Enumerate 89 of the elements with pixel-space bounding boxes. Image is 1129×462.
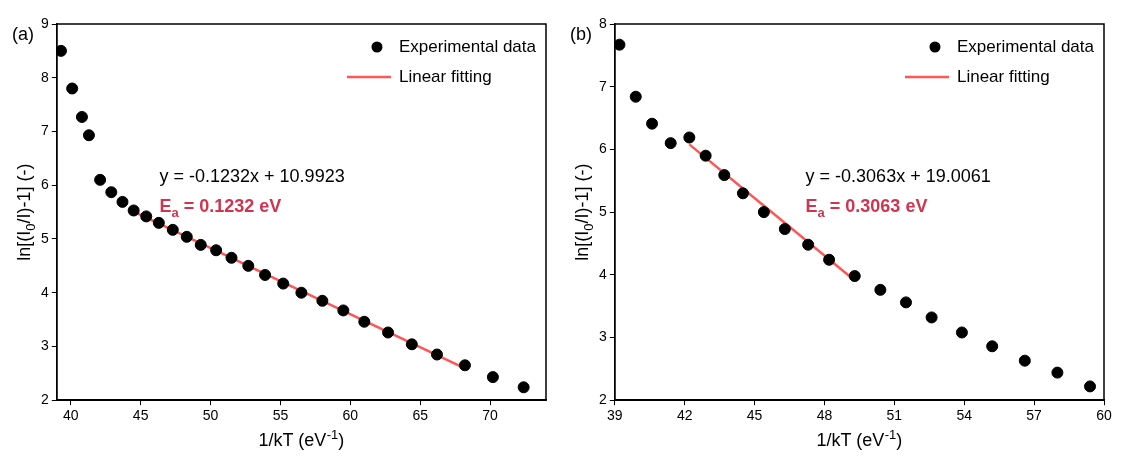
point xyxy=(316,294,329,307)
point xyxy=(986,340,999,353)
y-axis-title: ln[(I0/I)-1] (-) xyxy=(14,163,38,261)
y-tick-label: 5 xyxy=(598,202,607,219)
y-tick-label: 6 xyxy=(598,140,607,157)
y-tick-label: 2 xyxy=(40,391,49,408)
x-tick-label: 65 xyxy=(412,407,429,424)
x-tick-label: 40 xyxy=(62,407,79,424)
point xyxy=(405,338,418,351)
point xyxy=(127,204,140,217)
point xyxy=(382,326,395,339)
point xyxy=(225,251,238,264)
point xyxy=(874,283,887,296)
point xyxy=(180,230,193,243)
y-tick-label: 6 xyxy=(40,176,49,193)
point xyxy=(757,206,770,219)
point xyxy=(259,268,272,281)
y-tick-label: 4 xyxy=(40,283,49,300)
point xyxy=(56,44,67,57)
point xyxy=(358,315,371,328)
point xyxy=(683,131,696,144)
x-tick-label: 55 xyxy=(272,407,289,424)
x-tick-label: 39 xyxy=(607,407,623,424)
point xyxy=(105,186,118,199)
y-tick-label: 7 xyxy=(598,77,607,94)
y-axis-title: ln[(I0/I)-1] (-) xyxy=(572,163,596,261)
point xyxy=(210,244,223,257)
point xyxy=(1051,366,1064,379)
point xyxy=(458,359,471,372)
point xyxy=(277,277,290,290)
point xyxy=(430,348,443,361)
y-tick-label: 4 xyxy=(598,265,607,282)
x-tick-label: 60 xyxy=(342,407,359,424)
x-tick-label: 50 xyxy=(202,407,219,424)
point xyxy=(614,38,626,51)
y-tick-label: 3 xyxy=(598,328,607,345)
y-tick-label: 3 xyxy=(40,337,49,354)
point xyxy=(699,149,712,162)
point xyxy=(116,195,129,208)
point xyxy=(664,137,677,150)
x-tick-label: 45 xyxy=(746,407,763,424)
annotation: y = -0.1232x + 10.9923 xyxy=(159,166,345,186)
point xyxy=(152,216,165,229)
point xyxy=(646,117,659,130)
point xyxy=(718,169,731,182)
point xyxy=(66,82,79,95)
point xyxy=(194,238,207,251)
point xyxy=(242,259,255,272)
x-tick-label: 48 xyxy=(816,407,833,424)
x-tick-label: 51 xyxy=(886,407,903,424)
legend-label: Experimental data xyxy=(398,36,537,56)
point xyxy=(955,326,968,339)
point xyxy=(295,286,308,299)
x-tick-label: 60 xyxy=(1096,407,1112,424)
point xyxy=(140,210,153,223)
point xyxy=(629,90,642,103)
point xyxy=(82,129,95,142)
point xyxy=(517,381,530,394)
x-tick-label: 42 xyxy=(676,407,693,424)
x-tick-label: 45 xyxy=(132,407,149,424)
y-tick-label: 9 xyxy=(40,14,49,31)
point xyxy=(848,270,861,283)
legend-label: Linear fitting xyxy=(398,66,492,86)
point xyxy=(1018,354,1031,367)
annotation: y = -0.3063x + 19.0061 xyxy=(805,166,991,186)
y-tick-label: 5 xyxy=(40,229,49,246)
y-tick-label: 8 xyxy=(40,68,49,85)
point xyxy=(1084,380,1097,393)
point xyxy=(94,173,107,186)
point xyxy=(736,187,749,200)
legend-label: Experimental data xyxy=(956,36,1095,56)
point xyxy=(166,223,179,236)
point xyxy=(899,296,912,309)
point xyxy=(802,238,815,251)
point xyxy=(337,304,350,317)
chart-title: (b) xyxy=(570,24,592,44)
chart-title: (a) xyxy=(12,24,34,44)
legend-label: Linear fitting xyxy=(956,66,1050,86)
x-tick-label: 70 xyxy=(482,407,499,424)
y-tick-label: 7 xyxy=(40,122,49,139)
x-tick-label: 57 xyxy=(1026,407,1043,424)
y-tick-label: 8 xyxy=(598,14,607,31)
point xyxy=(823,253,836,266)
point xyxy=(75,110,88,123)
point xyxy=(925,311,938,324)
x-tick-label: 54 xyxy=(956,407,973,424)
point xyxy=(486,371,499,384)
point xyxy=(778,223,791,236)
y-tick-label: 2 xyxy=(598,391,607,408)
